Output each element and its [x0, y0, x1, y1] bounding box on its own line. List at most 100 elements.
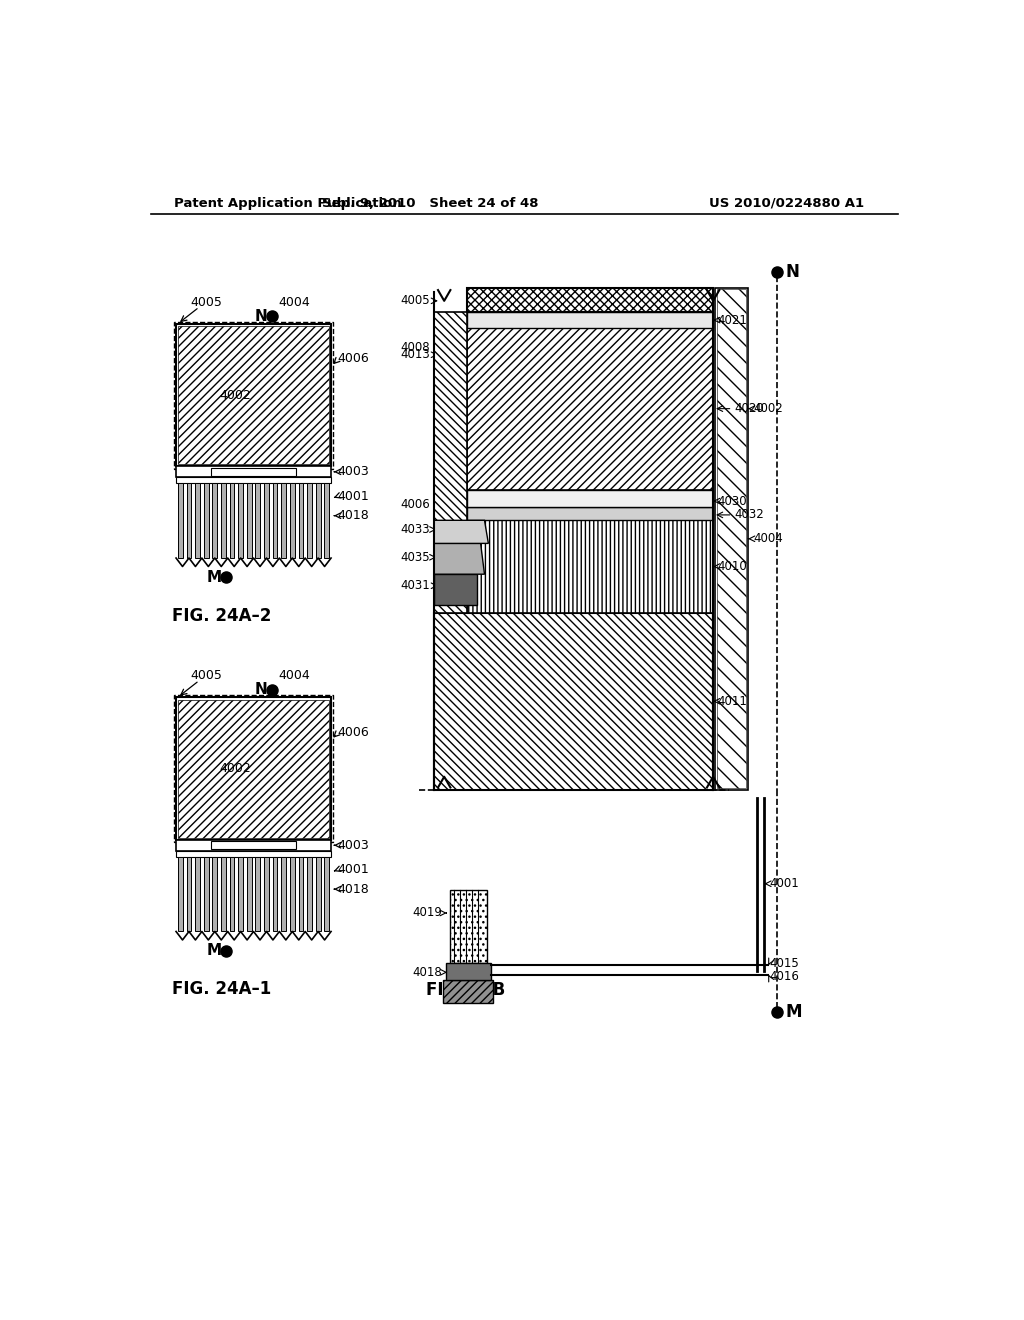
Text: 4006: 4006 [400, 499, 430, 511]
Text: 4005: 4005 [190, 296, 222, 309]
Bar [176, 850, 331, 857]
Bar [434, 574, 477, 605]
Bar [178, 326, 329, 465]
Text: 4001: 4001 [770, 878, 800, 890]
Polygon shape [434, 544, 484, 574]
Text: 4002: 4002 [219, 388, 251, 401]
Bar [467, 288, 713, 313]
Bar [282, 857, 286, 932]
Bar [450, 890, 486, 964]
Bar [196, 857, 200, 932]
Bar [717, 289, 746, 788]
Text: 4004: 4004 [279, 669, 310, 682]
Text: 4005: 4005 [400, 294, 430, 308]
Bar [221, 483, 225, 558]
Text: 4016: 4016 [770, 970, 800, 982]
Bar [178, 700, 329, 838]
Bar [264, 857, 269, 932]
Text: 4002: 4002 [219, 762, 251, 775]
Bar [325, 857, 329, 932]
Bar [467, 507, 713, 520]
Bar [212, 857, 217, 932]
Text: 4013: 4013 [400, 348, 430, 362]
Bar [229, 483, 234, 558]
Bar [255, 857, 260, 932]
Text: 4006: 4006 [337, 726, 369, 739]
Bar [467, 327, 713, 490]
Bar [467, 520, 713, 612]
Text: M: M [207, 944, 221, 958]
Bar [211, 469, 296, 475]
Bar [211, 841, 296, 849]
Bar [176, 323, 331, 466]
Text: N: N [785, 264, 799, 281]
Bar [434, 313, 467, 612]
Text: 4010: 4010 [717, 560, 746, 573]
Bar [176, 466, 331, 478]
Bar [204, 857, 209, 932]
Text: 4018: 4018 [412, 966, 442, 979]
Bar [282, 483, 286, 558]
Bar [247, 483, 252, 558]
Bar [299, 483, 303, 558]
Bar [186, 857, 191, 932]
Bar [178, 857, 182, 932]
Text: 4003: 4003 [337, 465, 369, 478]
Bar [325, 483, 329, 558]
Text: 4015: 4015 [770, 957, 800, 970]
Bar [443, 979, 493, 1003]
Bar [272, 857, 278, 932]
Bar [272, 483, 278, 558]
Bar [229, 857, 234, 932]
Text: N: N [255, 309, 267, 323]
Bar [176, 840, 331, 850]
Text: 4035: 4035 [400, 550, 430, 564]
Text: 4019: 4019 [412, 907, 442, 920]
Text: 4001: 4001 [337, 490, 369, 503]
Text: N: N [255, 682, 267, 697]
Bar [221, 857, 225, 932]
Bar [204, 483, 209, 558]
Text: 4004: 4004 [279, 296, 310, 309]
Text: 4018: 4018 [337, 883, 369, 896]
Bar [239, 857, 243, 932]
Bar [315, 857, 321, 932]
Bar [264, 483, 269, 558]
Bar [307, 483, 312, 558]
Text: 4006: 4006 [337, 352, 369, 366]
Text: 4020: 4020 [735, 403, 765, 416]
Text: 4004: 4004 [754, 532, 783, 545]
Text: 4031: 4031 [400, 579, 430, 593]
Bar [196, 483, 200, 558]
Bar [434, 612, 713, 789]
Text: 4018: 4018 [337, 510, 369, 523]
Polygon shape [434, 520, 488, 544]
Text: 4030: 4030 [717, 495, 746, 508]
Bar [247, 857, 252, 932]
Text: 4011: 4011 [717, 694, 746, 708]
Bar [290, 483, 295, 558]
Bar [176, 697, 331, 840]
Bar [174, 696, 334, 842]
Bar [178, 483, 182, 558]
Bar [255, 483, 260, 558]
Text: FIG. 24B: FIG. 24B [426, 981, 506, 999]
Text: 4032: 4032 [735, 508, 765, 521]
Text: FIG. 24A–1: FIG. 24A–1 [172, 981, 271, 998]
Text: 4003: 4003 [337, 838, 369, 851]
Bar [299, 857, 303, 932]
Text: 4008: 4008 [400, 341, 430, 354]
Text: 4002: 4002 [754, 403, 783, 416]
Text: FIG. 24A–2: FIG. 24A–2 [172, 607, 271, 624]
Bar [176, 478, 331, 483]
Bar [174, 322, 334, 469]
Text: Patent Application Publication: Patent Application Publication [174, 197, 402, 210]
Text: 4005: 4005 [190, 669, 222, 682]
Bar [467, 490, 713, 507]
Bar [239, 483, 243, 558]
Text: US 2010/0224880 A1: US 2010/0224880 A1 [710, 197, 864, 210]
Bar [212, 483, 217, 558]
Bar [445, 964, 490, 979]
Text: 4001: 4001 [337, 863, 369, 876]
Text: M: M [207, 570, 221, 585]
